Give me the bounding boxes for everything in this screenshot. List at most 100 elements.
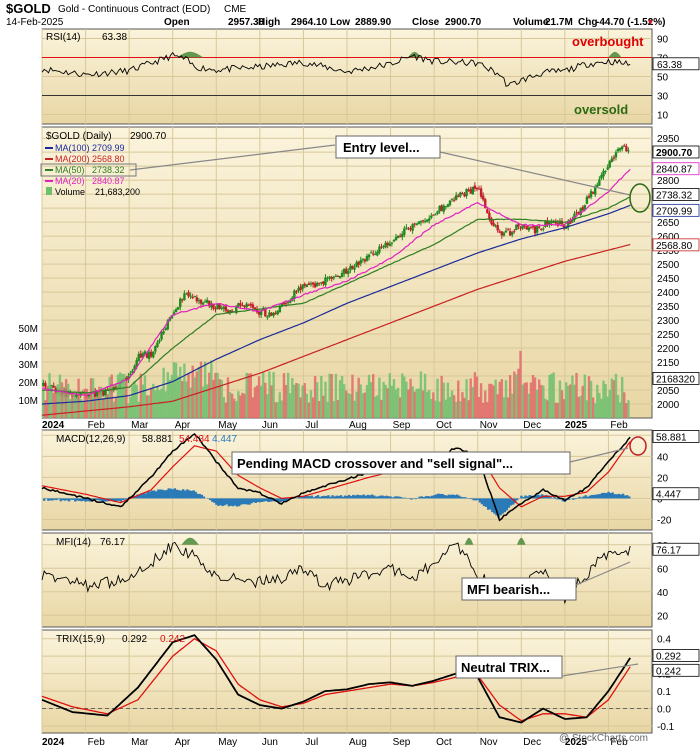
price-candle-body	[243, 306, 245, 307]
volume-bar	[59, 375, 61, 418]
macd-hist-bar	[232, 498, 234, 506]
price-candle-body	[241, 305, 243, 306]
volume-bar	[304, 383, 306, 418]
price-candle-body	[575, 212, 577, 213]
volume-bar	[90, 378, 92, 418]
macd-hist-bar	[591, 495, 593, 498]
price-candle-body	[237, 303, 239, 306]
volume-bar	[129, 397, 131, 418]
macd-hist-bar	[439, 494, 441, 498]
macd-hist-bar	[284, 498, 286, 500]
volume-bar	[204, 362, 206, 418]
price-candle-body	[347, 271, 349, 274]
price-candle-body	[611, 159, 613, 162]
volume-bar	[476, 377, 478, 418]
volume-bar	[526, 382, 528, 418]
macd-hist-bar	[371, 495, 373, 499]
macd-tick-label: 20	[657, 473, 669, 484]
macd-hist-bar	[489, 498, 491, 509]
volume-bar	[376, 395, 378, 418]
price-candle-body	[372, 253, 374, 254]
price-candle-body	[401, 234, 403, 237]
macd-hist-bar	[99, 498, 101, 500]
macd-hist-bar	[217, 498, 219, 505]
macd-hist-bar	[228, 498, 230, 506]
macd-hist-bar	[68, 498, 70, 501]
price-candle-body	[335, 276, 337, 277]
price-candle-body	[96, 391, 98, 396]
price-candle-body	[590, 191, 592, 197]
volume-bar	[511, 394, 513, 418]
price-candle-body	[158, 340, 160, 342]
macd-hist-bar	[504, 498, 506, 512]
volume-bar	[360, 384, 362, 418]
volume-bar	[418, 389, 420, 418]
volume-bar	[355, 392, 357, 418]
volume-bar	[212, 380, 214, 418]
volume-bar	[555, 403, 557, 418]
price-candle-body	[306, 285, 308, 288]
volume-bar	[532, 375, 534, 418]
volume-bar	[272, 372, 274, 418]
price-candle-body	[299, 287, 301, 290]
macd-hist-bar	[468, 498, 470, 499]
macd-hist-bar	[122, 498, 124, 500]
volume-bar	[600, 399, 602, 418]
price-candle-body	[474, 185, 476, 188]
macd-hist-bar	[244, 498, 246, 504]
price-candle-body	[318, 283, 320, 284]
volume-bar	[395, 389, 397, 418]
price-candle-body	[304, 284, 306, 286]
rsi-label: RSI(14)	[46, 32, 80, 43]
volume-bar	[113, 402, 115, 418]
macd-hist-bar	[555, 498, 557, 499]
watermark: @ StockCharts.com	[559, 733, 648, 744]
price-candle-body	[532, 226, 534, 227]
volume-bar	[165, 391, 167, 418]
price-candle-body	[582, 207, 584, 210]
price-candle-body	[357, 262, 359, 265]
macd-hist-bar	[72, 498, 74, 499]
volume-bar	[245, 373, 247, 418]
price-candle-body	[409, 228, 411, 229]
volume-bar	[521, 385, 523, 418]
volume-bar	[57, 384, 59, 418]
price-candle-body	[496, 225, 498, 230]
macd-hist-bar	[389, 496, 391, 498]
volume-bar	[189, 388, 191, 418]
volume-bar	[609, 390, 611, 418]
price-candle-body	[254, 307, 256, 309]
volume-bar	[490, 384, 492, 418]
price-tag-text: 2840.87	[656, 165, 693, 176]
macd-hist-bar	[165, 490, 167, 498]
macd-hist-bar	[197, 494, 199, 499]
price-candle-body	[165, 328, 167, 330]
volume-bar	[553, 372, 555, 418]
macd-hist-bar	[472, 498, 474, 500]
volume-bar	[173, 362, 175, 418]
macd-hist-bar	[578, 497, 580, 499]
macd-hist-bar	[76, 498, 78, 500]
volume-bar	[389, 373, 391, 418]
volume-bar	[571, 375, 573, 418]
price-tick-label: 2400	[657, 288, 680, 299]
volume-bar	[127, 403, 129, 418]
volume-bar	[577, 397, 579, 418]
price-candle-body	[523, 225, 525, 226]
volume-bar	[488, 384, 490, 418]
volume-bar	[486, 402, 488, 418]
volume-bar	[399, 397, 401, 418]
header-close: 2900.70	[445, 17, 482, 28]
macd-hist-bar	[445, 496, 447, 499]
price-candle-body	[185, 294, 187, 295]
price-tick-label: 2350	[657, 302, 680, 313]
price-candle-body	[542, 228, 544, 229]
trix-tick-label: 0.1	[657, 687, 671, 698]
volume-bar	[156, 387, 158, 418]
volume-bar	[594, 403, 596, 418]
macd-hist-bar	[176, 490, 178, 499]
price-candle-body	[270, 313, 272, 316]
macd-hist-bar	[433, 495, 435, 498]
volume-bar	[131, 386, 133, 418]
macd-hist-bar	[199, 494, 201, 498]
